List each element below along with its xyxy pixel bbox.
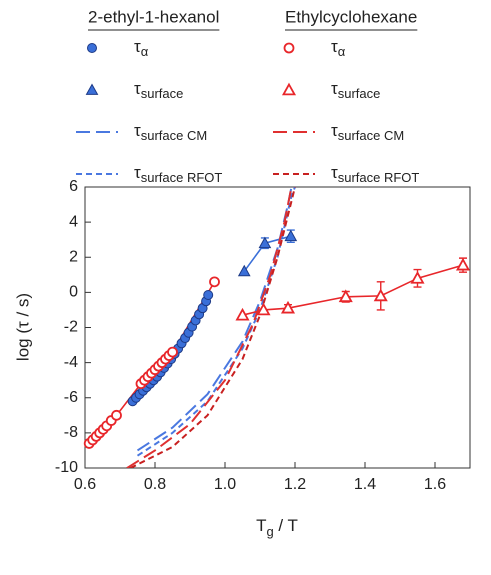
marker — [111, 409, 122, 421]
x-axis-label-part: / T — [274, 516, 298, 535]
marker — [455, 257, 471, 271]
model-curve — [136, 187, 296, 457]
y-tick-label: -10 — [55, 459, 78, 476]
marker — [284, 229, 298, 242]
legend-marker — [281, 82, 297, 96]
plot-frame — [84, 186, 471, 469]
legend-subscript: surface CM — [338, 128, 404, 143]
legend-marker — [87, 43, 97, 53]
model-curve — [126, 187, 293, 468]
y-tick-label: 2 — [69, 248, 78, 265]
legend-label: τsurface — [134, 79, 183, 101]
legend-label: τsurface RFOT — [331, 163, 419, 185]
x-tick-label: 1.6 — [424, 476, 446, 493]
legend-symbol: τ — [134, 37, 141, 56]
y-tick-label: -6 — [64, 389, 78, 406]
x-tick-label: 0.8 — [144, 476, 166, 493]
series-line — [242, 264, 464, 316]
x-axis-label-part: T — [256, 516, 266, 535]
legend-title: 2-ethyl-1-hexanol — [88, 7, 219, 26]
legend-marker — [85, 83, 99, 95]
x-tick-label: 0.6 — [74, 476, 96, 493]
legend-subscript: α — [338, 44, 346, 59]
legend-label: τα — [134, 37, 149, 59]
plot-area — [88, 187, 467, 468]
legend-subscript: surface — [141, 86, 184, 101]
x-tick-label: 1.4 — [354, 476, 376, 493]
legend-label: τα — [331, 37, 346, 59]
marker — [167, 346, 178, 358]
legend-subscript: surface — [338, 86, 381, 101]
y-tick-label: 4 — [69, 213, 78, 230]
legend-label: τsurface — [331, 79, 380, 101]
marker — [209, 276, 220, 288]
marker — [373, 288, 388, 302]
legend-symbol: τ — [331, 79, 338, 98]
model-curve — [136, 187, 293, 452]
legend-subscript: surface CM — [141, 128, 207, 143]
y-tick-label: 6 — [69, 178, 78, 195]
marker — [235, 307, 250, 321]
legend-marker — [283, 42, 295, 54]
legend-subscript: α — [141, 44, 149, 59]
x-axis-label-sub: g — [266, 524, 273, 539]
marker — [280, 300, 296, 314]
marker — [258, 236, 272, 249]
legend-subscript: surface RFOT — [338, 170, 420, 185]
legend-title: Ethylcyclohexane — [285, 7, 417, 26]
legend-symbol: τ — [134, 121, 141, 140]
y-tick-label: -2 — [64, 319, 78, 336]
legend-symbol: τ — [134, 163, 141, 182]
marker — [237, 264, 251, 277]
x-axis-label: Tg / T — [256, 516, 298, 539]
y-tick-label: 0 — [69, 284, 78, 301]
legend-symbol: τ — [134, 79, 141, 98]
legend-label: τsurface CM — [331, 121, 404, 143]
x-tick-label: 1.0 — [214, 476, 236, 493]
legend-subscript: surface RFOT — [141, 170, 223, 185]
marker — [203, 290, 214, 301]
model-curve — [130, 187, 296, 468]
marker — [338, 289, 353, 303]
marker — [256, 302, 271, 316]
legend-label: τsurface CM — [134, 121, 207, 143]
marker — [410, 270, 425, 284]
legend-symbol: τ — [331, 163, 338, 182]
legend-symbol: τ — [331, 37, 338, 56]
y-tick-label: -4 — [64, 354, 78, 371]
legend-symbol: τ — [331, 121, 338, 140]
x-tick-label: 1.2 — [284, 476, 306, 493]
y-tick-label: -8 — [64, 424, 78, 441]
y-axis-label: log (τ / s) — [13, 293, 32, 361]
legend-label: τsurface RFOT — [134, 163, 222, 185]
